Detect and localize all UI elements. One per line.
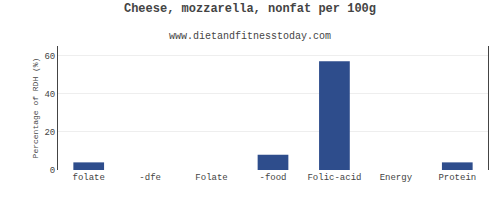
svg-text:Folate: Folate (195, 173, 227, 183)
svg-text:60: 60 (44, 52, 55, 62)
svg-text:40: 40 (44, 90, 55, 100)
svg-text:www.dietandfitnesstoday.com: www.dietandfitnesstoday.com (169, 31, 331, 42)
svg-text:-food: -food (259, 173, 286, 183)
svg-text:20: 20 (44, 128, 55, 138)
svg-text:Folic-acid: Folic-acid (307, 173, 361, 183)
svg-text:Energy: Energy (380, 173, 413, 183)
svg-text:Cheese, mozzarella, nonfat per: Cheese, mozzarella, nonfat per 100g (124, 2, 376, 16)
svg-text:Percentage of RDH (%): Percentage of RDH (%) (31, 58, 40, 159)
svg-text:folate: folate (73, 173, 105, 183)
svg-text:Protein: Protein (438, 173, 476, 183)
svg-text:0: 0 (50, 166, 55, 176)
svg-text:-dfe: -dfe (139, 173, 161, 183)
